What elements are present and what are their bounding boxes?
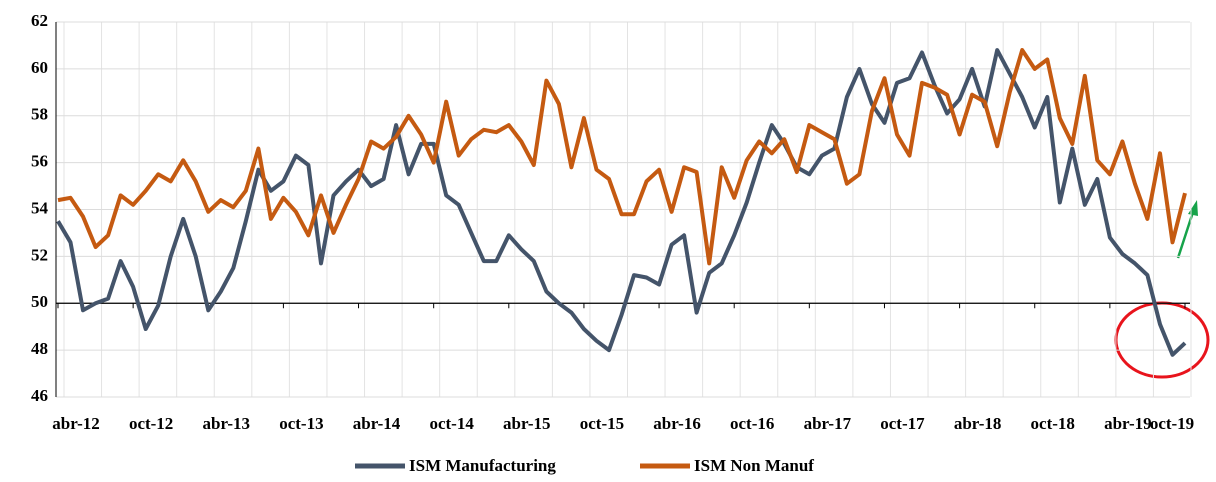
x-tick-label: abr-13	[203, 414, 251, 433]
trend-arrow-head	[1188, 200, 1198, 216]
y-tick-label: 48	[31, 339, 48, 358]
legend-label: ISM Manufacturing	[409, 456, 556, 475]
x-tick-label: oct-12	[129, 414, 173, 433]
highlight-circle	[1114, 301, 1210, 379]
y-tick-label: 56	[31, 152, 48, 171]
y-tick-label: 50	[31, 292, 48, 311]
x-tick-label: abr-17	[804, 414, 852, 433]
series-line	[56, 48, 1187, 357]
y-tick-label: 46	[31, 386, 48, 405]
y-tick-label: 52	[31, 245, 48, 264]
x-tick-label: oct-14	[429, 414, 474, 433]
y-tick-label: 54	[31, 198, 49, 217]
x-tick-label: abr-12	[52, 414, 100, 433]
x-tick-label: oct-16	[730, 414, 774, 433]
y-tick-label: 58	[31, 105, 48, 124]
x-tick-label: oct-19	[1150, 414, 1194, 433]
x-tick-label: abr-18	[954, 414, 1002, 433]
legend-label: ISM Non Manuf	[694, 456, 814, 475]
y-tick-label: 60	[31, 58, 48, 77]
x-tick-label: oct-13	[279, 414, 323, 433]
x-tick-label: abr-15	[503, 414, 551, 433]
x-tick-label: oct-18	[1031, 414, 1075, 433]
x-tick-label: abr-19	[1104, 414, 1152, 433]
x-tick-label: oct-15	[580, 414, 624, 433]
x-tick-label: oct-17	[880, 414, 925, 433]
series-line	[57, 48, 1187, 266]
x-tick-label: abr-14	[353, 414, 401, 433]
y-tick-label: 62	[31, 11, 48, 30]
x-tick-label: abr-16	[653, 414, 701, 433]
